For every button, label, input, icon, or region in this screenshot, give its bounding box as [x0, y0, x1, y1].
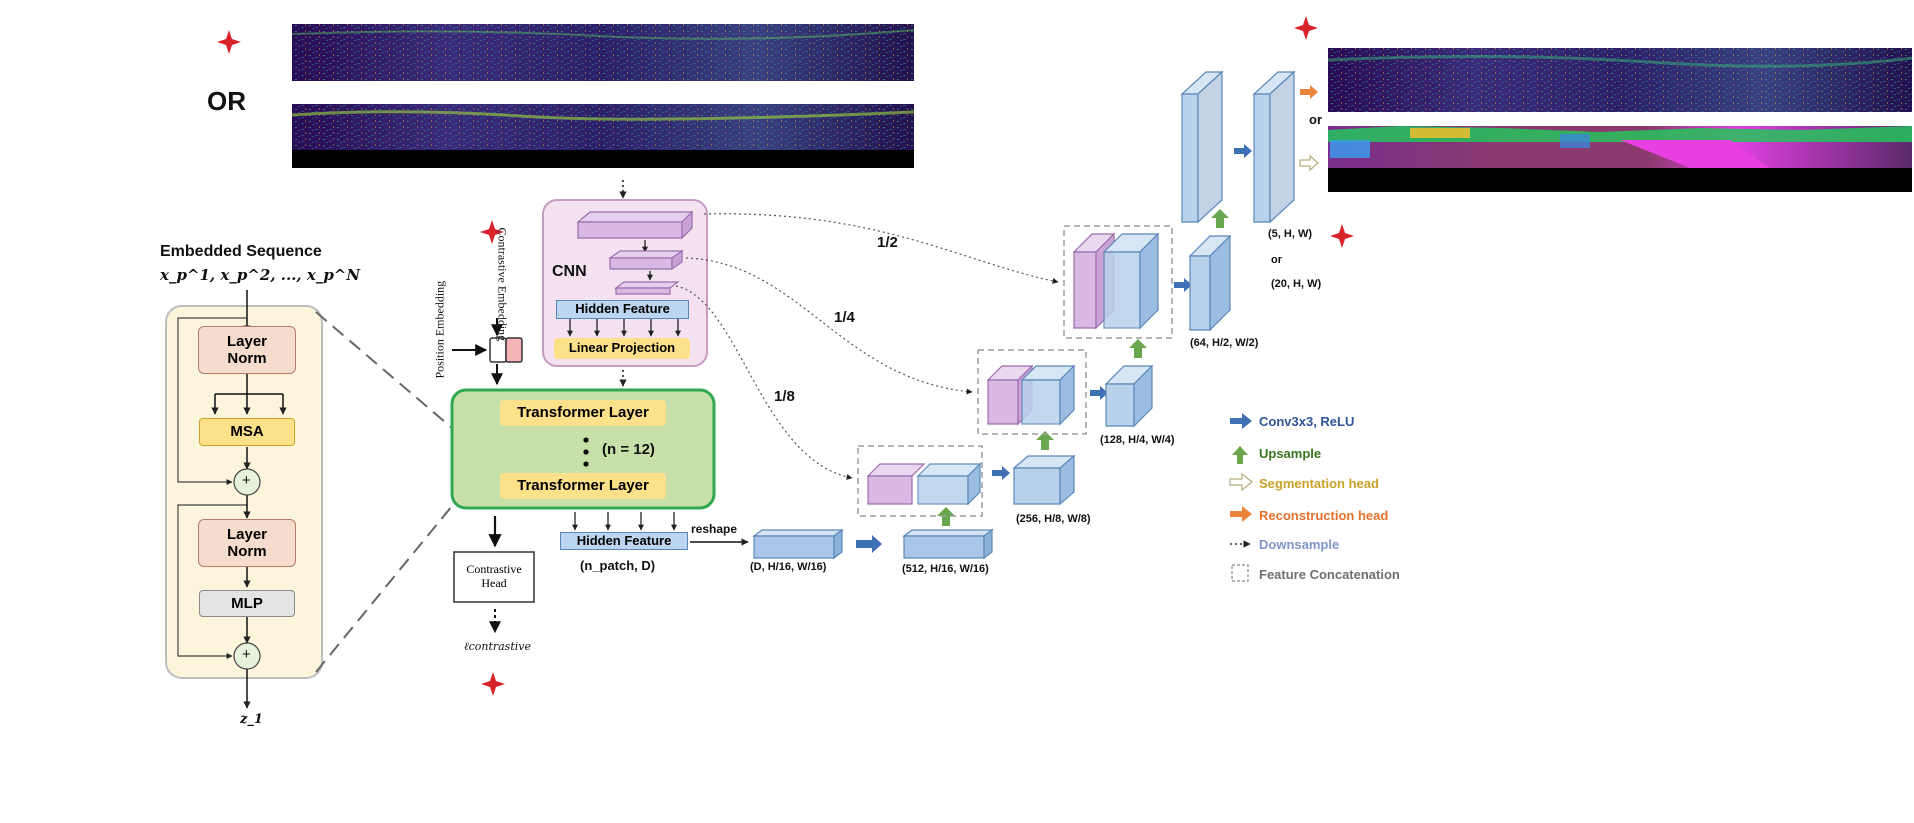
legend-concat-label: Feature Concatenation — [1259, 567, 1400, 582]
cnn-feature-plane-3 — [614, 281, 680, 295]
upsampled-feature-1-4 — [1020, 364, 1076, 426]
embedding-token-red — [505, 337, 523, 363]
output-segmentation-image — [1328, 126, 1912, 192]
transformer-layer-top: Transformer Layer — [500, 400, 666, 426]
or-small-decoder: or — [1271, 254, 1282, 266]
conv-arrow-icon — [1174, 278, 1192, 292]
segmentation-head-arrow-icon — [1299, 154, 1319, 172]
skip-label-1-4: 1/4 — [834, 309, 855, 326]
concat-box-1 — [857, 445, 983, 517]
legend-conv-label: Conv3x3, ReLU — [1259, 414, 1355, 429]
dims-64-label: (64, H/2, W/2) — [1190, 337, 1259, 349]
legend-concat-icon — [1231, 564, 1249, 582]
concat-box-3 — [1063, 225, 1173, 339]
conv-arrow-icon — [856, 535, 882, 553]
conv-arrow-icon — [1090, 386, 1108, 400]
star-marker-icon — [1330, 224, 1354, 248]
conv-arrow-icon — [1234, 144, 1252, 158]
contrastive-loss-label: ℓcontrastive — [464, 640, 531, 653]
upsampled-feature-1-8 — [916, 462, 982, 506]
residual-add-2 — [233, 642, 261, 670]
contrastive-head-box — [453, 551, 535, 603]
skip-connection-1-4 — [685, 257, 973, 395]
upsample-arrow-icon — [1211, 209, 1229, 228]
legend-recon-label: Reconstruction head — [1259, 508, 1389, 523]
decoder-block-128 — [1104, 364, 1154, 428]
embedding-token-white — [489, 337, 507, 363]
transformer-layer-bottom: Transformer Layer — [500, 473, 666, 499]
encoder-output-label: z_1 — [240, 712, 263, 727]
residual-add-label-1: + — [242, 472, 251, 489]
cnn-hidden-feature: Hidden Feature — [556, 300, 689, 319]
decoder-block-256 — [1012, 454, 1076, 506]
star-marker-icon — [1294, 16, 1318, 40]
layer-norm-1: Layer Norm — [198, 326, 296, 374]
layer-norm-2: Layer Norm — [198, 519, 296, 567]
mlp-block: MLP — [199, 590, 295, 617]
position-embedding-label: Position Embedding — [432, 280, 447, 379]
legend-segmentation-icon — [1229, 472, 1253, 492]
linear-projection-box: Linear Projection — [554, 338, 690, 359]
dims-20-label: (20, H, W) — [1271, 278, 1322, 290]
dims-d-label: (D, H/16, W/16) — [750, 561, 827, 573]
skip-connection-1-2 — [703, 213, 1059, 284]
dims-128-label: (128, H/4, W/4) — [1100, 434, 1175, 446]
legend-upsample-icon — [1232, 446, 1248, 464]
output-reconstruction-image — [1327, 48, 1913, 112]
residual-add-label-2: + — [242, 646, 251, 663]
legend-seg-label: Segmentation head — [1259, 476, 1379, 491]
star-marker-icon — [217, 30, 241, 54]
or-small-output: or — [1309, 112, 1322, 127]
legend-downsample-label: Downsample — [1259, 537, 1340, 552]
star-marker-icon — [481, 672, 505, 696]
input-lidar-image-1 — [291, 17, 915, 83]
upsample-arrow-icon — [1036, 431, 1054, 450]
reshape-label: reshape — [691, 522, 738, 536]
vertical-ellipsis-icon — [583, 437, 589, 467]
dims-256-label: (256, H/8, W/8) — [1016, 513, 1091, 525]
dims-5-label: (5, H, W) — [1268, 228, 1312, 240]
upsample-arrow-icon — [1129, 339, 1147, 358]
conv-arrow-icon — [992, 466, 1010, 480]
decoder-block-64 — [1188, 234, 1232, 332]
decoder-block-512 — [902, 528, 994, 560]
legend-conv-icon — [1230, 413, 1252, 429]
legend-upsample-label: Upsample — [1259, 446, 1322, 461]
contrastive-embedding-label: Contrastive Embedding — [495, 227, 510, 342]
decoder-block-full-2 — [1252, 70, 1296, 224]
contrastive-head-label: Contrastive Head — [466, 562, 522, 590]
cnn-skip-feature-1-8 — [866, 463, 926, 505]
transformer-repeat-label: (n = 12) — [602, 441, 655, 458]
hidden-feature-dims: (n_patch, D) — [580, 558, 656, 573]
decoder-hidden-feature: Hidden Feature — [560, 532, 688, 550]
residual-add-1 — [233, 468, 261, 496]
skip-label-1-2: 1/2 — [877, 234, 898, 251]
upsampled-feature-1-2 — [1102, 232, 1160, 330]
input-lidar-image-2 — [291, 104, 915, 168]
concat-box-2 — [977, 349, 1087, 435]
cnn-title: CNN — [552, 263, 587, 280]
embedded-sequence-title: Embedded Sequence — [160, 243, 322, 260]
skip-connection-1-8 — [675, 285, 853, 480]
dims-512-label: (512, H/16, W/16) — [902, 563, 989, 575]
star-marker-icon — [480, 220, 504, 244]
embedded-sequence-formula: x_p^1, x_p^2, ..., x_p^N — [160, 266, 361, 284]
reconstruction-head-arrow-icon — [1300, 85, 1318, 99]
decoder-block-d — [752, 528, 844, 560]
legend-reconstruction-icon — [1230, 506, 1252, 522]
cnn-feature-plane-1 — [576, 210, 694, 240]
decoder-block-full-1 — [1180, 70, 1224, 224]
msa-block: MSA — [199, 418, 295, 446]
skip-label-1-8: 1/8 — [774, 388, 795, 405]
or-label: OR — [207, 86, 246, 116]
cnn-feature-plane-2 — [608, 249, 684, 271]
